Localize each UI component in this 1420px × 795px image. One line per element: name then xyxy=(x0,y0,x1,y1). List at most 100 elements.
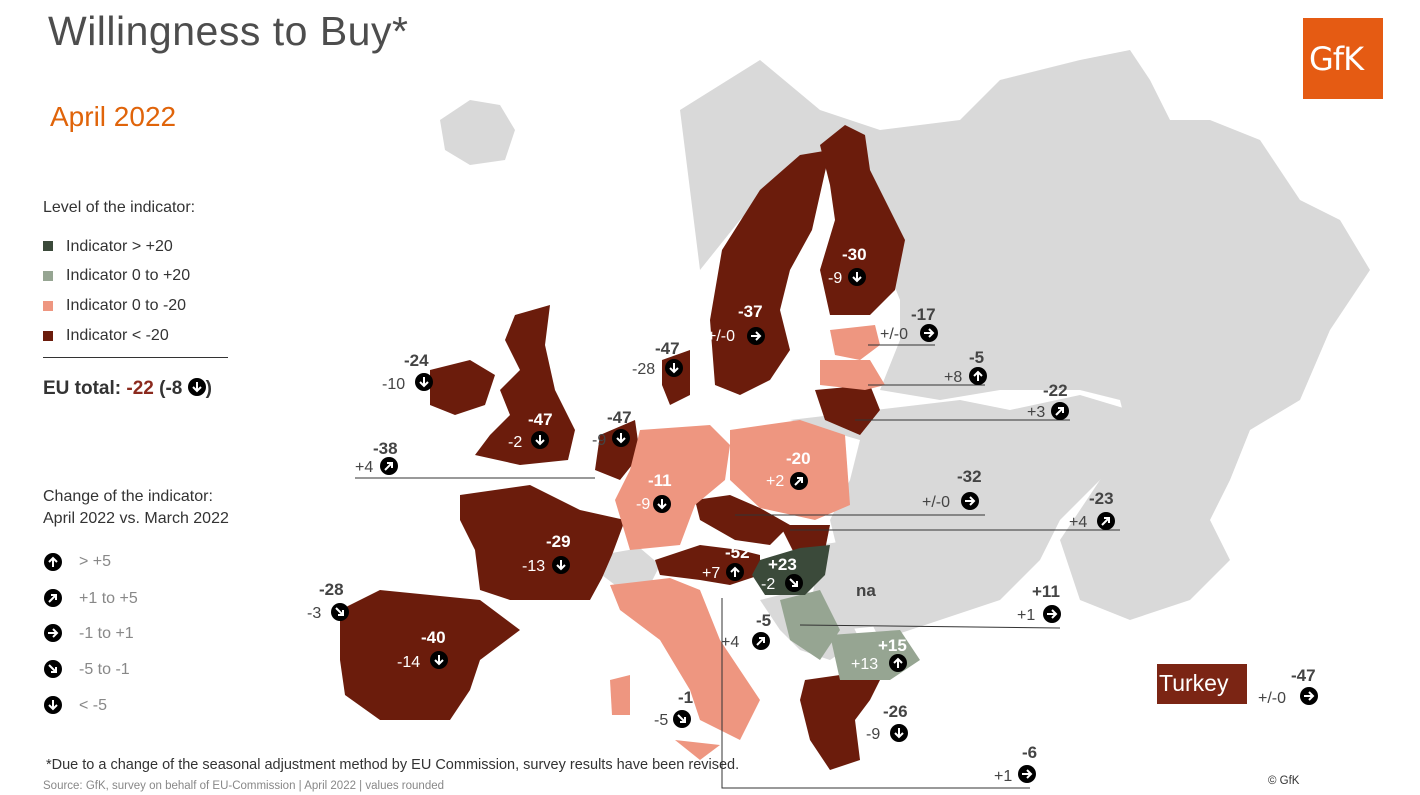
legend-label-above-20: Indicator > +20 xyxy=(66,238,173,255)
label-czech-change: +/-0 xyxy=(922,494,950,511)
label-malta-change: +1 xyxy=(994,768,1012,785)
label-romania-value: na xyxy=(856,581,876,600)
arrow-right-icon xyxy=(1017,764,1037,784)
legend-swatch-pos-0-20 xyxy=(43,271,53,281)
eu-total-close: ) xyxy=(205,378,212,399)
label-slovenia-value: -5 xyxy=(756,611,771,630)
legend-label-neg-0-20: Indicator 0 to -20 xyxy=(66,297,187,314)
arrow-up-right-icon xyxy=(789,471,809,491)
label-germany-value: -11 xyxy=(648,471,672,490)
legend-swatch-below-neg20 xyxy=(43,331,53,341)
label-uk-value: -47 xyxy=(528,410,553,429)
footnote: *Due to a change of the seasonal adjustm… xyxy=(46,757,740,773)
arrow-down-icon xyxy=(847,267,867,287)
label-spain-change: -14 xyxy=(397,654,420,671)
level-legend-title: Level of the indicator: xyxy=(43,199,196,216)
source-line: Source: GfK, survey on behalf of EU-Comm… xyxy=(43,780,445,792)
label-finland-change: -9 xyxy=(828,270,842,287)
label-italy-value: -1 xyxy=(678,688,693,707)
label-estonia-value: -17 xyxy=(911,305,936,324)
label-austria-value: -52 xyxy=(725,543,750,562)
label-spain-value: -40 xyxy=(421,628,446,647)
label-greece-change: -9 xyxy=(866,726,880,743)
label-ireland-change: -10 xyxy=(382,376,405,393)
label-croatia-value: +11 xyxy=(1032,582,1060,601)
copyright: © GfK xyxy=(1268,775,1300,787)
label-poland-value: -20 xyxy=(786,449,811,468)
gfk-logo: GfK xyxy=(1303,18,1383,99)
arrow-right-icon xyxy=(919,323,939,343)
label-slovakia-value: -23 xyxy=(1089,489,1114,508)
label-netherlands-value: -47 xyxy=(607,408,632,427)
label-sweden-value: -37 xyxy=(738,302,763,321)
label-greece-value: -26 xyxy=(883,702,908,721)
label-france-change: -13 xyxy=(522,558,545,575)
arrow-right-icon xyxy=(746,326,766,346)
label-germany-change: -9 xyxy=(636,496,650,513)
label-hungary-value: +23 xyxy=(768,555,797,574)
eu-total-change: (-8 xyxy=(159,378,183,399)
arrow-down-right-icon xyxy=(530,430,550,450)
arrow-down-right-icon xyxy=(330,602,350,622)
label-france-value: -29 xyxy=(546,532,571,551)
legend-swatch-neg-0-20 xyxy=(43,301,53,311)
legend-label-below-neg20: Indicator < -20 xyxy=(66,327,169,344)
label-bulgaria-value: +15 xyxy=(878,636,907,655)
label-lithuania-value: -22 xyxy=(1043,381,1068,400)
arrow-down-icon xyxy=(551,555,571,575)
label-latvia-value: -5 xyxy=(969,348,984,367)
label-italy-change: -5 xyxy=(654,712,668,729)
label-sweden-change: +/-0 xyxy=(707,328,735,345)
arrow-down-icon xyxy=(414,372,434,392)
turkey-label-box: Turkey xyxy=(1157,664,1247,704)
page-title: Willingness to Buy* xyxy=(48,8,409,54)
change-legend-subtitle: April 2022 vs. March 2022 xyxy=(43,510,229,527)
label-poland-change: +2 xyxy=(766,473,784,490)
label-latvia-change: +8 xyxy=(944,369,962,386)
change-label-neg1to1: -1 to +1 xyxy=(79,625,134,642)
arrow-up-icon xyxy=(968,366,988,386)
arrow-up-right-icon xyxy=(1096,511,1116,531)
change-legend-title: Change of the indicator: xyxy=(43,488,213,505)
label-slovenia-change: +4 xyxy=(721,634,739,651)
eu-total-label: EU total: xyxy=(43,378,122,399)
change-label-1to5: +1 to +5 xyxy=(79,590,138,607)
countries-below-neg20 xyxy=(340,125,905,770)
eu-total-value: -22 xyxy=(126,378,154,399)
arrow-up-icon xyxy=(725,562,745,582)
arrow-down-right-icon xyxy=(784,573,804,593)
label-croatia-change: +1 xyxy=(1017,607,1035,624)
label-turkey-value: -47 xyxy=(1291,666,1316,685)
label-netherlands-change: -9 xyxy=(592,432,606,449)
label-malta-value: -6 xyxy=(1022,743,1037,762)
arrow-up-right-icon xyxy=(751,631,771,651)
arrow-down-right-icon xyxy=(672,709,692,729)
label-uk-change: -2 xyxy=(508,434,522,451)
label-denmark-change: -28 xyxy=(632,361,655,378)
arrow-down-icon xyxy=(652,494,672,514)
label-czech-value: -32 xyxy=(957,467,982,486)
label-slovakia-change: +4 xyxy=(1069,514,1087,531)
label-portugal-change: -3 xyxy=(307,605,321,622)
arrow-right-icon xyxy=(1042,604,1062,624)
label-austria-change: +7 xyxy=(702,565,720,582)
label-belgium-change: +4 xyxy=(355,459,373,476)
country-hungary xyxy=(752,545,830,595)
leader-lines xyxy=(355,344,1120,789)
arrow-right-icon xyxy=(1299,686,1319,706)
label-bulgaria-change: +13 xyxy=(851,656,878,673)
page-subtitle: April 2022 xyxy=(50,101,177,132)
arrow-down-icon xyxy=(889,723,909,743)
legend-label-pos-0-20: Indicator 0 to +20 xyxy=(66,267,191,284)
arrow-down-icon xyxy=(664,358,684,378)
label-belgium-value: -38 xyxy=(373,439,398,458)
change-label-neg5toneg1: -5 to -1 xyxy=(79,661,130,678)
arrow-up-icon xyxy=(888,653,908,673)
background-landmass xyxy=(440,50,1370,660)
change-label-ltneg5: < -5 xyxy=(79,697,108,714)
label-turkey-change: +/-0 xyxy=(1258,690,1286,707)
arrow-up-right-icon xyxy=(379,456,399,476)
label-ireland-value: -24 xyxy=(404,351,429,370)
label-portugal-value: -28 xyxy=(319,580,344,599)
